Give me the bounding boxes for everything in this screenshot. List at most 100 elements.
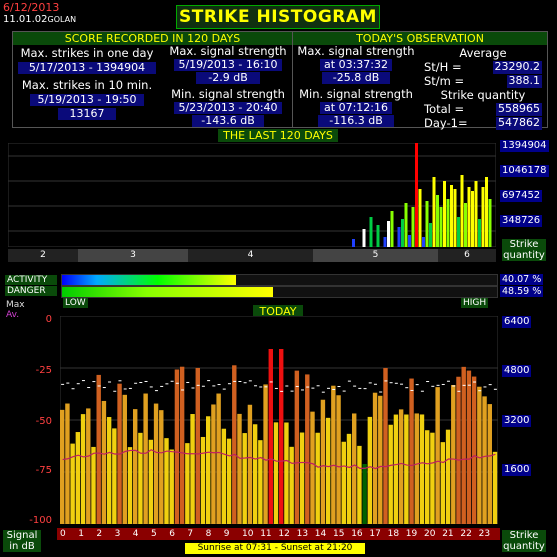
max-strength-dot — [196, 384, 200, 386]
max-signal-value: -2.9 dB — [196, 72, 260, 84]
month-segment: 3 — [78, 249, 188, 262]
hour-tick-label: 11 — [260, 529, 272, 539]
max-strength-dot — [217, 384, 221, 386]
hour-tick-label: 18 — [387, 529, 400, 539]
today-bar — [174, 369, 180, 524]
today-bar — [101, 400, 107, 524]
today-bar — [440, 442, 446, 524]
date-label: 6/12/2013 — [3, 1, 60, 14]
today-right: Average St/H = 23290.2 St/m = 388.1 Stri… — [422, 47, 544, 130]
quantity-label: Strike quantity — [440, 88, 526, 102]
last120-bar — [425, 201, 429, 247]
max-strikes-day-value: 5/17/2013 - 1394904 — [18, 62, 156, 74]
hour-tick-label: 21 — [442, 529, 454, 539]
max-strength-dot — [488, 384, 492, 386]
average-line — [62, 449, 496, 470]
score-heading: SCORE RECORDED IN 120 DAYS — [13, 32, 292, 45]
last120-bar — [464, 203, 467, 247]
last120-chart — [8, 143, 496, 247]
hour-tick-label: 10 — [242, 529, 254, 539]
max-strength-dot — [165, 383, 169, 385]
today-bar — [60, 409, 65, 524]
hour-tick-label: 13 — [296, 529, 309, 539]
month-segment: 6 — [438, 249, 496, 262]
max-strength-dot — [410, 389, 414, 391]
hour-tick-label: 7 — [187, 529, 194, 539]
today-bar — [352, 413, 357, 524]
last120-bar — [474, 181, 478, 247]
max-strength-dot — [363, 388, 367, 390]
last120-bar — [446, 199, 450, 247]
month-segment: 5 — [313, 249, 438, 262]
sth-value: 23290.2 — [492, 60, 542, 74]
max-strength-dot — [493, 388, 497, 390]
max-strikes-10min-label: Max. strikes in 10 min. — [21, 78, 153, 92]
max-strength-dot — [76, 383, 80, 385]
sth-row: St/H = 23290.2 — [424, 61, 542, 74]
last120-bar — [411, 207, 415, 247]
max-strength-dot — [446, 380, 450, 382]
stm-row: St/m = 388.1 — [424, 75, 542, 88]
today-bar — [159, 410, 164, 524]
max-strength-dot — [71, 388, 75, 390]
today-bar — [122, 394, 127, 524]
today-bar — [284, 422, 289, 524]
signal-db-title: Signal in dB — [3, 530, 41, 552]
activity-fill — [62, 275, 237, 285]
activity-track — [61, 274, 498, 286]
last120-bar — [439, 207, 443, 247]
max-strength-dot — [473, 381, 477, 383]
last120-bar — [457, 217, 460, 247]
page-title: STRIKE HISTOGRAM — [176, 5, 380, 29]
max-signal-date: 5/19/2013 - 16:10 — [174, 59, 282, 71]
hour-tick-label: 8 — [205, 529, 212, 539]
hour-tick-label: 17 — [369, 529, 381, 539]
today-bar — [310, 411, 315, 524]
total-label: Total = — [424, 102, 465, 116]
today-bar — [398, 409, 404, 524]
legend-av: Av. — [6, 310, 20, 320]
today-bar — [471, 376, 477, 524]
max-strength-dot — [264, 386, 268, 388]
qty-label-6400: 6400 — [502, 316, 532, 328]
today-bar — [133, 409, 138, 524]
last120-bar — [432, 177, 436, 247]
db-label-50: -50 — [35, 416, 52, 427]
last120-bar — [418, 189, 422, 247]
last120-bar — [422, 237, 425, 247]
qty-label-3200: 3200 — [502, 415, 532, 427]
today-chart — [60, 316, 498, 524]
today-bar — [388, 424, 393, 524]
max-strength-dot — [467, 384, 471, 386]
today-max-signal-value: -25.8 dB — [322, 72, 390, 84]
today-bar — [273, 422, 279, 524]
last120-y-label-4: 348726 — [500, 215, 543, 227]
max-strength-dot — [207, 380, 211, 382]
max-strength-dot — [160, 385, 164, 387]
today-min-signal-time: at 07:12:16 — [320, 102, 392, 114]
max-strength-dot — [97, 385, 101, 387]
db-label-75: -75 — [35, 465, 52, 476]
last120-bar — [369, 217, 373, 247]
max-strength-dot — [316, 385, 320, 387]
location-label: GOLAN — [47, 15, 77, 24]
today-bar — [315, 432, 320, 524]
last120-bar — [362, 229, 366, 247]
last120-bar — [387, 221, 390, 247]
today-bar — [461, 366, 466, 524]
max-strength-dot — [201, 385, 205, 387]
today-bar — [106, 417, 112, 524]
today-bar — [279, 349, 284, 524]
signal-title-1: Signal — [6, 530, 38, 541]
today-bar — [482, 396, 487, 524]
today-bar — [127, 447, 133, 524]
last120-bar — [478, 219, 481, 247]
today-left: Max. signal strength at 03:37:32 -25.8 d… — [294, 45, 418, 127]
max-strength-dot — [170, 380, 174, 382]
max-strength-dot — [222, 388, 226, 390]
db-label-100: -100 — [29, 515, 52, 526]
hour-tick-label: 20 — [424, 529, 436, 539]
today-bar — [435, 387, 440, 524]
hour-tick-label: 1 — [78, 529, 84, 539]
today-bar — [430, 432, 435, 524]
